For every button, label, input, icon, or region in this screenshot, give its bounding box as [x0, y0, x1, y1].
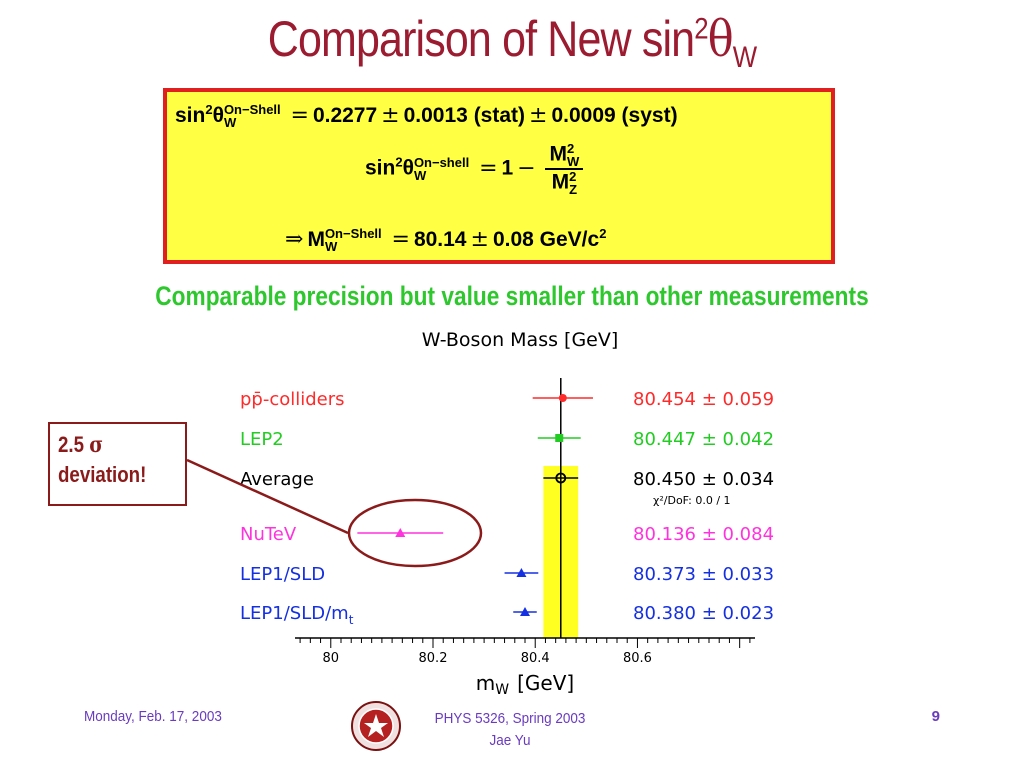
university-seal-icon: [351, 701, 401, 751]
data-value-label: 80.373 ± 0.033: [633, 564, 774, 585]
data-point: [555, 472, 567, 484]
series-label: Average: [240, 469, 314, 490]
slide-title: Comparison of New sin2θW: [267, 10, 757, 74]
deviation-callout: 2.5 σ deviation!: [48, 422, 187, 506]
series-label: pp̄-colliders: [240, 389, 345, 410]
data-point: [520, 607, 530, 616]
chi2-label: χ²/DoF: 0.0 / 1: [653, 494, 731, 507]
series-label: LEP1/SLD/mt: [240, 603, 354, 627]
x-axis-label: mW [GeV]: [476, 671, 574, 698]
x-tick-label: 80: [323, 651, 340, 666]
footer-course: PHYS 5326, Spring 2003 Jae Yu: [434, 710, 586, 749]
data-value-label: 80.380 ± 0.023: [633, 603, 774, 624]
equation-line-1: sin2θ On−Shell W = 0.2277 ±0.0013 (stat) ±0.0…: [175, 102, 678, 131]
data-point: [558, 394, 567, 402]
nutev-highlight-ellipse: [347, 498, 483, 568]
equation-line-3: ⇒ M On−Shell W = 80.14 ±0.08 GeV/c2: [285, 226, 607, 255]
slide-subtitle: Comparable precision but value smaller t…: [155, 281, 869, 311]
data-point: [516, 568, 527, 577]
data-point: [555, 434, 564, 442]
series-label: NuTeV: [240, 524, 297, 545]
data-value-label: 80.447 ± 0.042: [633, 429, 774, 450]
data-value-label: 80.454 ± 0.059: [633, 389, 774, 410]
x-tick-label: 80.2: [419, 651, 448, 666]
w-boson-mass-chart: W-Boson Mass [GeV] 80 80.2 80.4 80.6 pp̄-col…: [186, 329, 774, 698]
x-tick-label: 80.4: [521, 651, 550, 666]
data-point: [395, 528, 406, 537]
x-tick-label: 80.6: [623, 651, 652, 666]
callout-connector: [186, 458, 349, 535]
series-label: LEP2: [240, 429, 284, 450]
footer-date: Monday, Feb. 17, 2003: [84, 708, 222, 725]
series-label: LEP1/SLD: [240, 564, 325, 585]
page-number: 9: [931, 708, 940, 725]
chart-title: W-Boson Mass [GeV]: [422, 329, 619, 351]
data-value-label: 80.136 ± 0.084: [633, 524, 774, 545]
data-value-label: 80.450 ± 0.034: [633, 469, 774, 490]
equation-box: sin2θ On−Shell W = 0.2277 ±0.0013 (stat) ±0.0…: [163, 88, 835, 264]
